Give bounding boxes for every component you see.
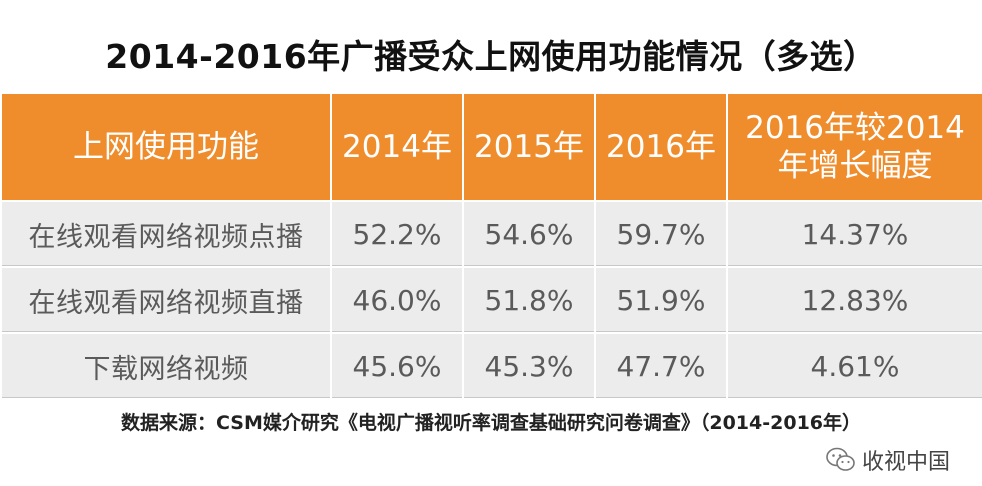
header-cell: 2014年: [330, 92, 464, 202]
header-row: 上网使用功能 2014年 2015年 2016年 2016年较2014年增长幅度: [0, 92, 982, 202]
watermark-text: 收视中国: [861, 450, 950, 475]
table-cell: 59.7%: [594, 200, 728, 268]
table-cell: 12.83%: [726, 266, 982, 334]
wechat-icon: [826, 447, 855, 471]
table-cell: 54.6%: [462, 200, 596, 268]
header-cell: 2016年: [594, 92, 728, 202]
table-cell: 14.37%: [726, 200, 982, 268]
header-cell: 2015年: [462, 92, 596, 202]
watermark: 收视中国: [826, 444, 950, 476]
table-cell: 51.8%: [462, 266, 596, 334]
table-row: 下载网络视频 45.6% 45.3% 47.7% 4.61%: [0, 332, 982, 400]
chart-title: 2014-2016年广播受众上网使用功能情况（多选）: [105, 37, 877, 76]
header-cell: 2016年较2014年增长幅度: [726, 92, 982, 202]
table-cell: 47.7%: [594, 332, 728, 400]
data-table: 上网使用功能 2014年 2015年 2016年 2016年较2014年增长幅度…: [0, 92, 982, 400]
header-cell: 上网使用功能: [0, 92, 332, 202]
table-cell: 4.61%: [726, 332, 982, 400]
table-cell: 45.3%: [462, 332, 596, 400]
row-label: 在线观看网络视频点播: [0, 200, 332, 268]
table-cell: 52.2%: [330, 200, 464, 268]
source-note: 数据来源：CSM媒介研究《电视广播视听率调查基础研究问卷调查》（2014-201…: [120, 412, 862, 434]
table-row: 在线观看网络视频直播 46.0% 51.8% 51.9% 12.83%: [0, 266, 982, 334]
table-cell: 45.6%: [330, 332, 464, 400]
row-label: 下载网络视频: [0, 332, 332, 400]
table-row: 在线观看网络视频点播 52.2% 54.6% 59.7% 14.37%: [0, 200, 982, 268]
table-cell: 51.9%: [594, 266, 728, 334]
row-label: 在线观看网络视频直播: [0, 266, 332, 334]
table-cell: 46.0%: [330, 266, 464, 334]
